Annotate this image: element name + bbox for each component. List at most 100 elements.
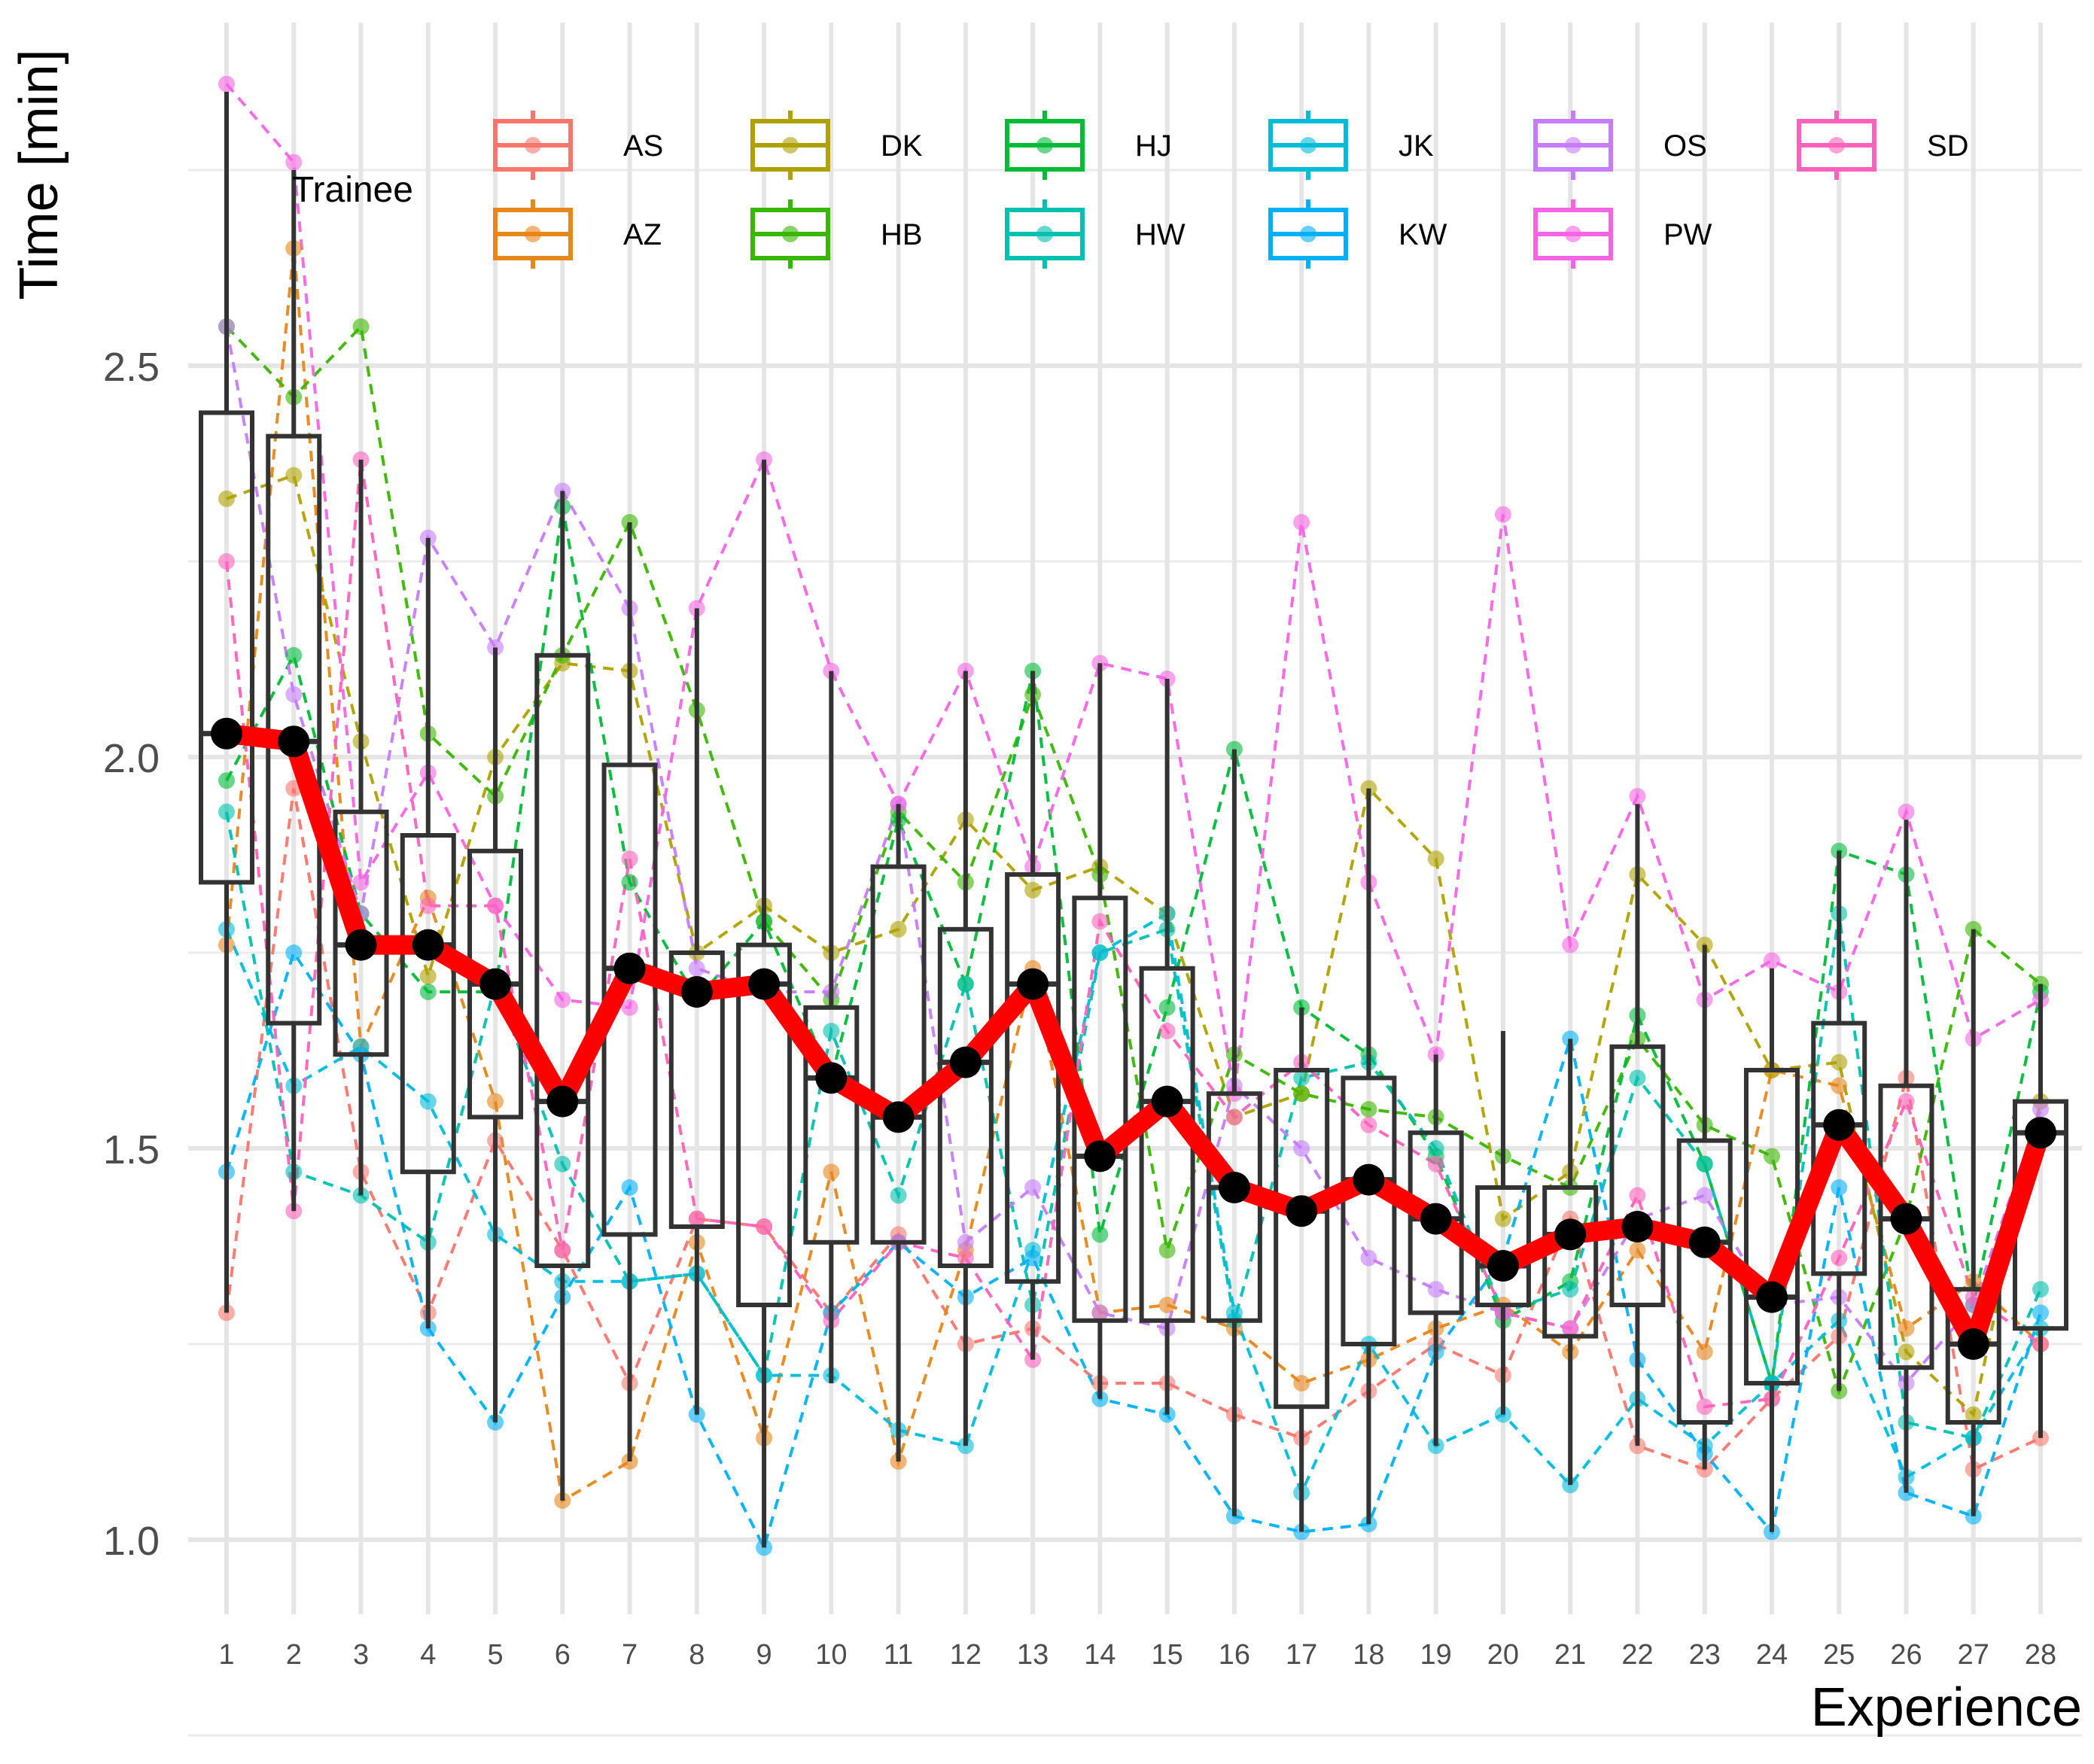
point-pw [621,999,638,1016]
series-line-sd [225,459,2042,1409]
median-point [1688,1226,1721,1258]
legend-item-dk: DK [750,111,923,180]
x-tick-label: 23 [1689,1639,1721,1671]
box [1542,1185,1599,1339]
box [1878,1083,1934,1370]
trainee-series-lines [225,83,2042,1552]
legend-key-point [1300,226,1316,242]
median-trend-line [217,723,2051,1354]
legend-key-point [525,226,541,242]
point-pw [554,991,571,1008]
point-sd [957,1249,974,1267]
y-axis-ticks: 1.0 1.5 2.0 2.5 [103,345,160,1564]
minor-gridlines [188,169,2082,1737]
legend-item-sd: SD [1797,111,1969,180]
point-os [1091,1304,1109,1321]
x-tick-label: 2 [286,1639,302,1671]
point-sd [621,850,638,868]
legend: Trainee AS AZ DK HB HJ HW JK KW OS PW SD [292,111,1969,269]
x-tick-label: 14 [1084,1639,1115,1671]
point-dk [1831,1054,1848,1071]
point-hw [1696,1155,1713,1172]
point-sd [218,553,235,570]
median-point [1084,1140,1116,1172]
median-point [1487,1250,1519,1282]
point-hw [2032,1281,2050,1298]
box [1005,872,1061,1284]
point-pw [1898,803,1915,820]
point-os [1024,1179,1042,1196]
median-point [412,929,444,961]
point-sd [1158,1023,1176,1039]
point-os [1360,1249,1377,1267]
series-line-as [225,788,2041,1472]
series-line-kw [225,949,2042,1552]
box [1609,1044,1666,1308]
box [1408,1130,1464,1315]
x-tick-label: 27 [1958,1639,1989,1671]
point-sd [1629,1187,1646,1204]
x-tick-label: 10 [815,1639,847,1671]
x-tick-label: 25 [1823,1639,1855,1671]
legend-key-point [1828,137,1845,154]
point-sd [1898,1093,1915,1110]
point-hb [1158,1242,1176,1259]
point-sd [1696,1398,1713,1416]
point-sd [1225,1109,1243,1126]
x-tick-label: 6 [555,1639,571,1671]
x-tick-label: 9 [756,1639,772,1671]
x-tick-label: 13 [1017,1639,1049,1671]
point-dk [1965,1406,1982,1423]
point-dk [419,968,437,985]
legend-item-hb: HB [750,199,923,269]
box [1274,1068,1330,1410]
point-kw [1831,1179,1848,1196]
point-az [1696,1343,1713,1361]
legend-label: HJ [1135,129,1172,163]
legend-label: PW [1663,218,1712,251]
y-axis-title: Time [min] [9,49,69,300]
point-hw [1562,1281,1579,1298]
x-tick-label: 16 [1219,1639,1250,1671]
point-sd [1360,1116,1377,1133]
point-kw [621,1179,638,1196]
point-kw [2032,1304,2050,1321]
legend-label: HW [1135,218,1185,251]
box [199,410,254,885]
median-point [680,976,713,1008]
y-tick-label: 2.0 [103,736,160,781]
legend-label: HB [881,218,923,251]
legend-label: OS [1663,129,1707,163]
median-point [1957,1328,1989,1360]
point-hb [1763,1148,1780,1165]
x-axis-title: Experience [1811,1677,2082,1738]
box [870,864,927,1245]
y-tick-label: 2.5 [103,345,160,390]
box [534,652,591,1268]
box [400,833,456,1175]
point-dk [285,467,303,484]
point-os [688,960,705,977]
point-sd [419,897,437,914]
point-sd [756,1218,773,1235]
point-pw [1562,936,1579,953]
point-pw [1293,514,1310,531]
point-kw [1024,1249,1042,1267]
median-point [1420,1203,1452,1235]
point-dk [1898,1343,1915,1361]
x-tick-label: 20 [1487,1639,1519,1671]
point-hw [957,975,974,993]
median-point [1554,1218,1587,1251]
legend-item-jk: JK [1268,111,1434,180]
box [736,942,793,1307]
point-pw [285,154,303,171]
x-tick-label: 17 [1286,1639,1317,1671]
median-point [1151,1085,1183,1118]
point-hw [218,803,235,820]
point-pw [1763,952,1780,969]
legend-label: AZ [623,218,662,251]
median-point [278,725,310,758]
legend-key-point [525,137,541,154]
x-tick-label: 21 [1554,1639,1586,1671]
